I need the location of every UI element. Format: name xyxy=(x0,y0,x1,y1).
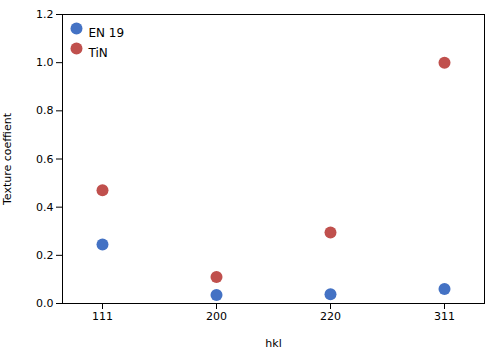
svg-text:111: 111 xyxy=(92,310,113,323)
svg-text:0.4: 0.4 xyxy=(36,201,54,214)
svg-text:0.8: 0.8 xyxy=(36,104,54,117)
svg-text:TiN: TiN xyxy=(88,46,108,60)
svg-text:220: 220 xyxy=(320,310,341,323)
svg-text:1.2: 1.2 xyxy=(36,8,54,21)
svg-text:311: 311 xyxy=(434,310,455,323)
svg-text:0.2: 0.2 xyxy=(36,249,54,262)
svg-text:hkl: hkl xyxy=(265,337,281,349)
svg-text:200: 200 xyxy=(206,310,227,323)
svg-text:1.0: 1.0 xyxy=(36,56,54,69)
svg-text:0.6: 0.6 xyxy=(36,153,54,166)
svg-text:Texture coeffient: Texture coeffient xyxy=(1,112,14,206)
svg-text:0.0: 0.0 xyxy=(36,297,54,310)
svg-text:EN 19: EN 19 xyxy=(89,26,125,40)
